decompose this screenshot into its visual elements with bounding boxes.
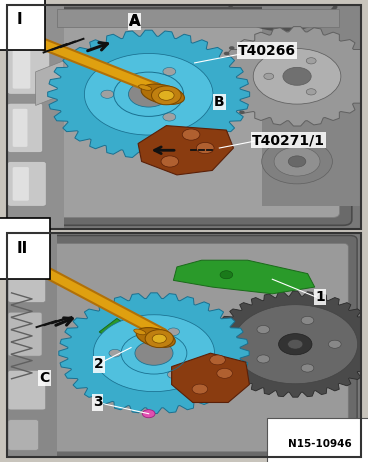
Text: 1: 1 xyxy=(315,290,325,304)
Text: 2: 2 xyxy=(94,358,104,371)
Polygon shape xyxy=(99,318,219,401)
FancyBboxPatch shape xyxy=(8,420,38,450)
FancyBboxPatch shape xyxy=(13,167,29,201)
Text: T40266: T40266 xyxy=(238,43,296,58)
FancyBboxPatch shape xyxy=(45,8,352,225)
Text: A: A xyxy=(129,14,140,29)
Circle shape xyxy=(288,340,303,349)
Circle shape xyxy=(288,156,306,167)
FancyBboxPatch shape xyxy=(8,312,42,356)
Circle shape xyxy=(328,340,341,348)
Circle shape xyxy=(167,371,180,378)
Text: T40271/1: T40271/1 xyxy=(252,133,325,147)
Circle shape xyxy=(222,95,227,98)
Polygon shape xyxy=(138,126,233,175)
Text: 3: 3 xyxy=(93,395,102,409)
Circle shape xyxy=(142,410,155,418)
Circle shape xyxy=(159,91,174,100)
Circle shape xyxy=(233,305,358,384)
Circle shape xyxy=(220,271,233,279)
Polygon shape xyxy=(212,291,368,397)
Circle shape xyxy=(229,46,234,50)
Text: C: C xyxy=(39,371,50,385)
Bar xyxy=(57,9,339,27)
Ellipse shape xyxy=(134,329,146,335)
Circle shape xyxy=(220,58,226,61)
Circle shape xyxy=(163,113,176,121)
Polygon shape xyxy=(171,353,250,402)
Polygon shape xyxy=(36,61,64,105)
Text: A: A xyxy=(129,14,141,29)
Ellipse shape xyxy=(139,85,152,90)
Circle shape xyxy=(262,139,332,184)
Circle shape xyxy=(163,67,176,76)
Circle shape xyxy=(152,334,166,343)
Circle shape xyxy=(128,81,169,107)
Circle shape xyxy=(301,316,314,324)
FancyBboxPatch shape xyxy=(13,109,28,147)
FancyBboxPatch shape xyxy=(32,236,357,457)
Circle shape xyxy=(215,70,221,73)
Circle shape xyxy=(93,315,215,392)
Circle shape xyxy=(283,67,311,85)
Circle shape xyxy=(167,328,180,335)
Polygon shape xyxy=(173,260,315,294)
Circle shape xyxy=(84,54,213,135)
Circle shape xyxy=(217,368,233,378)
Circle shape xyxy=(257,325,270,334)
Circle shape xyxy=(306,89,316,95)
Circle shape xyxy=(219,89,224,92)
FancyBboxPatch shape xyxy=(7,162,46,206)
FancyBboxPatch shape xyxy=(7,41,50,94)
Text: II: II xyxy=(16,241,28,256)
FancyBboxPatch shape xyxy=(8,263,46,302)
Circle shape xyxy=(109,349,121,357)
Polygon shape xyxy=(59,293,249,413)
Bar xyxy=(7,233,57,457)
Circle shape xyxy=(210,355,225,365)
Text: I: I xyxy=(16,12,22,27)
Circle shape xyxy=(152,86,181,105)
FancyBboxPatch shape xyxy=(57,13,339,218)
Circle shape xyxy=(182,129,200,140)
Circle shape xyxy=(135,341,173,365)
Circle shape xyxy=(279,334,312,355)
Circle shape xyxy=(306,58,316,64)
Text: B: B xyxy=(214,95,224,109)
FancyBboxPatch shape xyxy=(7,103,43,152)
Polygon shape xyxy=(219,27,368,126)
Circle shape xyxy=(215,76,221,80)
Circle shape xyxy=(192,384,208,394)
FancyBboxPatch shape xyxy=(41,243,348,452)
Circle shape xyxy=(217,64,223,67)
Circle shape xyxy=(232,106,238,109)
Circle shape xyxy=(264,73,274,79)
Circle shape xyxy=(301,364,314,372)
Polygon shape xyxy=(48,30,250,158)
Circle shape xyxy=(227,101,232,104)
Bar xyxy=(262,5,361,206)
Circle shape xyxy=(101,90,114,98)
Text: N15-10946: N15-10946 xyxy=(288,439,352,449)
Ellipse shape xyxy=(136,328,175,347)
Circle shape xyxy=(145,330,173,347)
FancyBboxPatch shape xyxy=(13,46,30,89)
Circle shape xyxy=(161,156,179,167)
Circle shape xyxy=(274,147,320,176)
Bar xyxy=(7,5,64,229)
Circle shape xyxy=(257,355,270,363)
Circle shape xyxy=(239,110,245,114)
FancyBboxPatch shape xyxy=(8,371,46,410)
Circle shape xyxy=(224,52,229,55)
Ellipse shape xyxy=(141,84,184,104)
Circle shape xyxy=(216,83,222,86)
Circle shape xyxy=(253,49,341,104)
Circle shape xyxy=(197,142,214,154)
